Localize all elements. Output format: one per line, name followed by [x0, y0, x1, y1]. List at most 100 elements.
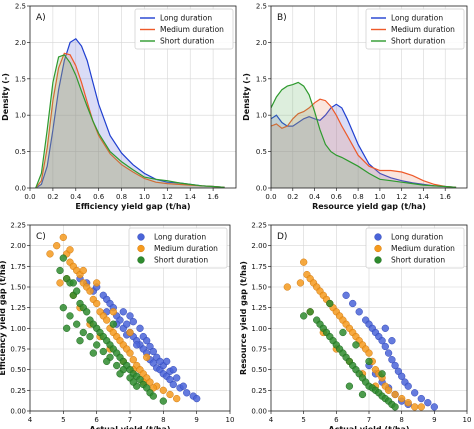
tick-label-y-c: 2.00 [10, 242, 26, 250]
tick-label-y-c: 0.25 [10, 387, 26, 395]
legend-swatch-c-2 [137, 256, 145, 264]
point-d-1 [411, 403, 419, 411]
tick-label-x-b: 0.6 [331, 193, 343, 201]
point-c-2 [73, 287, 81, 295]
density-fill-b-0 [271, 104, 457, 188]
point-c-2 [159, 397, 167, 405]
panel-label-a: A) [36, 13, 46, 23]
point-d-2 [378, 370, 386, 378]
point-d-2 [352, 341, 360, 349]
tick-label-x-a: 0.8 [116, 193, 127, 201]
point-c-1 [93, 279, 101, 287]
tick-label-x-c: 5 [61, 416, 65, 424]
panel-c: 4 5 6 7 8 9 10 0.00 0.25 0.50 0.75 1.00 1.25 1.50 1.75… [0, 222, 234, 429]
tick-label-y-d: 1.50 [251, 284, 267, 292]
x-axis-label-a: Efficiency yield gap (t/ha) [75, 202, 190, 211]
tick-label-y-b: 2.5 [256, 3, 267, 11]
tick-label-x-d: 5 [301, 416, 305, 424]
tick-label-y-d: 2.00 [251, 242, 267, 250]
legend-label-c-1: Medium duration [154, 244, 218, 253]
point-c-1 [86, 287, 94, 295]
legend-swatch-c-0 [137, 233, 145, 241]
legend-label-a-1: Medium duration [160, 25, 224, 34]
point-d-0 [381, 324, 389, 332]
point-c-1 [109, 308, 117, 316]
legend-label-b-0: Long duration [391, 14, 443, 23]
point-c-2 [129, 378, 137, 386]
legend-label-d-0: Long duration [391, 233, 443, 242]
tick-label-y-a: 2.0 [15, 39, 26, 47]
y-axis-label-c: Efficiency yield gap (t/ha) [0, 260, 7, 375]
point-d-0 [391, 361, 399, 370]
tick-label-y-b: 1.5 [256, 75, 267, 83]
legend-box-a [134, 8, 234, 50]
tick-label-x-c: 4 [28, 416, 33, 424]
tick-label-y-b: 1.0 [256, 112, 267, 120]
point-d-0 [355, 308, 363, 316]
point-c-1 [56, 279, 64, 287]
point-d-1 [391, 390, 399, 399]
point-c-1 [173, 394, 181, 403]
tick-label-y-c: 0.75 [10, 346, 26, 354]
tick-label-x-a: 1.0 [139, 193, 150, 201]
point-d-0 [388, 337, 396, 345]
tick-label-x-b: 1.6 [440, 193, 452, 201]
legend-label-a-2: Short duration [160, 37, 214, 46]
density-line-b-0 [271, 103, 457, 188]
point-c-2 [66, 312, 74, 320]
tick-label-y-a: 0.5 [15, 148, 26, 156]
point-c-2 [109, 320, 117, 328]
tick-label-y-d: 2.25 [251, 222, 267, 230]
point-d-0 [384, 349, 393, 357]
tick-label-x-a: 1.2 [162, 193, 173, 201]
y-axis-label-b: Density (-) [242, 73, 251, 121]
tick-label-x-d: 7 [367, 416, 371, 424]
legend-label-b-2: Short duration [391, 37, 445, 46]
x-axis-label-b: Resource yield gap (t/ha) [312, 202, 426, 211]
legend-label-d-1: Medium duration [391, 244, 455, 253]
point-c-1 [59, 233, 67, 242]
panel-b: 0.0 0.2 0.4 0.6 0.8 1.0 1.2 1.4 1.6 0.0 0.5 1.0 1.5 2… [242, 3, 468, 211]
tick-label-x-c: 10 [226, 416, 235, 424]
panel-a: 0.0 0.2 0.4 0.6 0.8 1.0 1.2 1.4 1.6 0.0 0.5 1.0 1.5 2… [1, 3, 237, 211]
point-d-1 [283, 283, 291, 291]
point-c-1 [66, 246, 74, 254]
legend-swatch-d-1 [374, 244, 382, 253]
density-fill-a-1 [35, 53, 225, 188]
plot-area-c [46, 233, 201, 405]
point-d-0 [349, 299, 357, 308]
tick-label-y-c: 2.25 [10, 222, 26, 230]
tick-label-x-a: 0.0 [24, 193, 35, 201]
point-c-2 [76, 337, 84, 345]
point-d-0 [381, 342, 389, 351]
tick-label-y-a: 1.0 [15, 112, 26, 120]
point-c-0 [169, 366, 177, 374]
point-c-2 [63, 324, 71, 332]
tick-label-y-a: 2.5 [15, 3, 26, 11]
point-d-1 [365, 349, 373, 357]
legend-box-c [128, 227, 228, 269]
point-c-2 [83, 308, 91, 316]
point-c-2 [56, 266, 64, 275]
point-d-2 [326, 299, 334, 308]
tick-label-x-c: 6 [94, 416, 99, 424]
point-d-2 [339, 328, 347, 337]
tick-label-x-c: 7 [128, 416, 132, 424]
tick-label-y-c: 0.50 [10, 366, 26, 374]
plot-area-a [35, 38, 225, 188]
point-d-2 [391, 403, 399, 411]
density-line-a-1 [35, 52, 225, 188]
point-d-1 [300, 258, 308, 266]
density-line-b-1 [271, 98, 457, 188]
legend-swatch-d-2 [374, 256, 382, 264]
axes-frame-a [29, 5, 237, 189]
point-d-2 [306, 308, 314, 316]
point-d-0 [388, 356, 396, 364]
legend-label-d-2: Short duration [391, 256, 445, 265]
legend-b: Long duration Medium duration Short durati… [365, 8, 465, 50]
point-d-2 [345, 382, 354, 390]
tick-label-y-c: 1.50 [10, 284, 26, 292]
tick-label-y-d: 1.00 [251, 325, 267, 333]
tick-label-x-d: 8 [399, 416, 403, 424]
